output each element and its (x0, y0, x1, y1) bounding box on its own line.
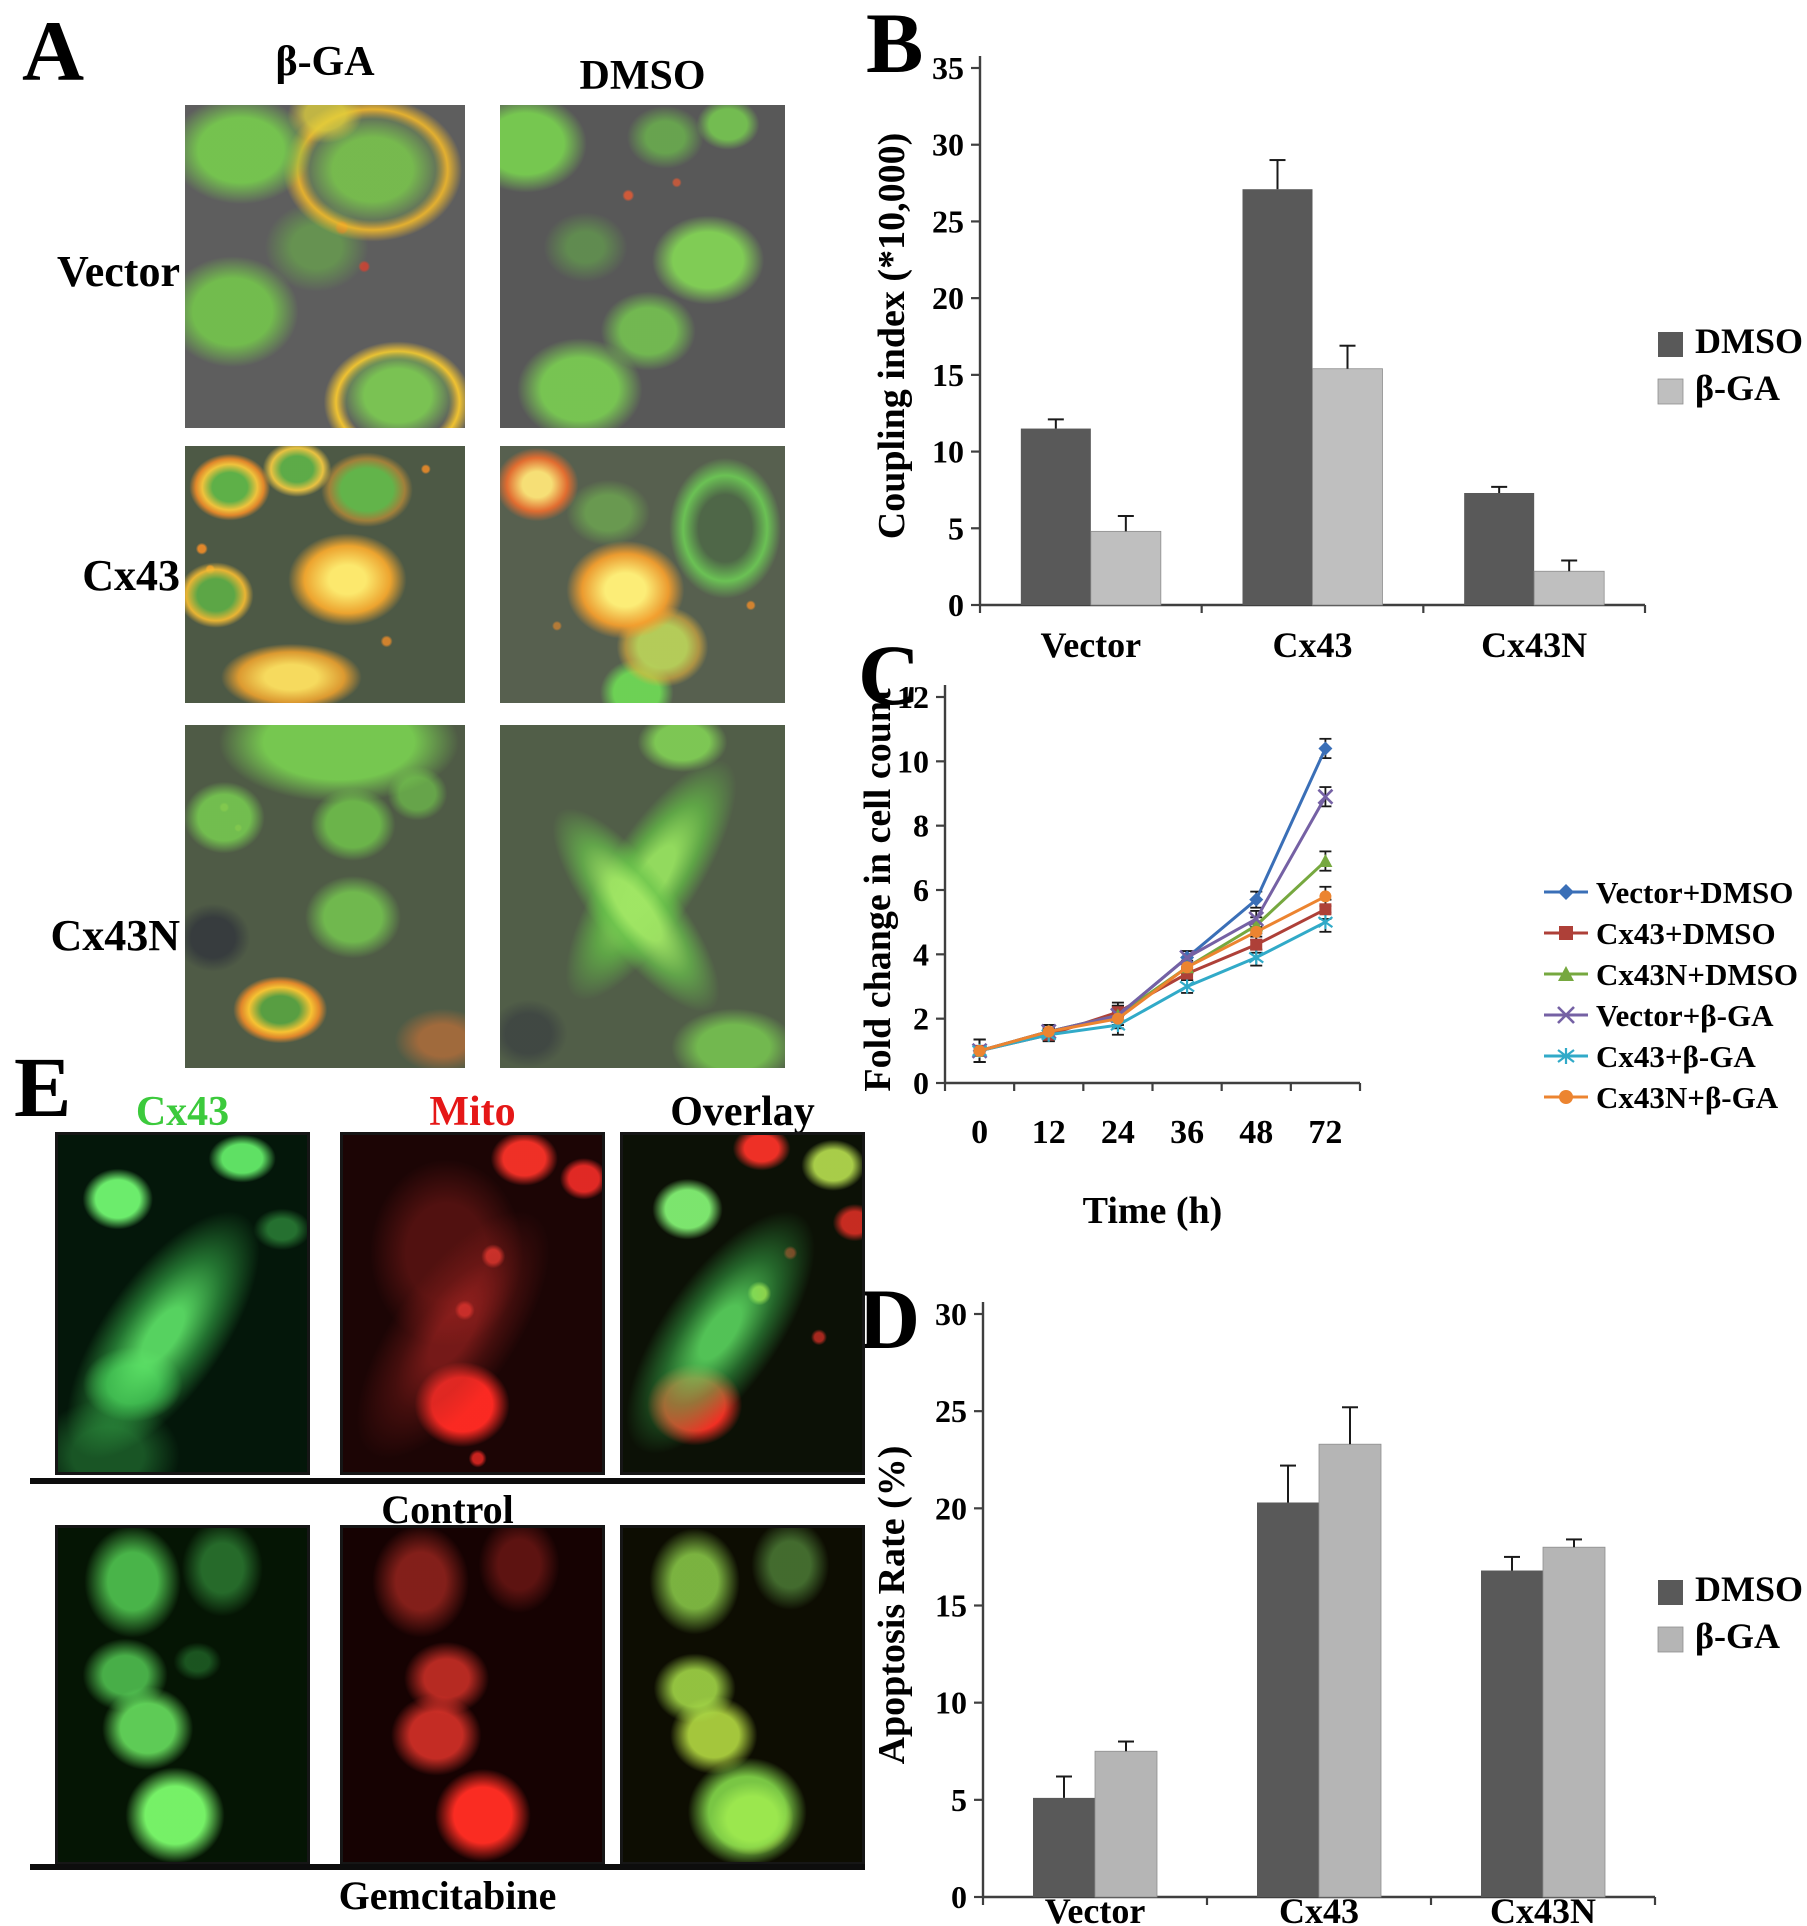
panel-a-col-header-dmso: DMSO (579, 53, 706, 99)
svg-text:Vector: Vector (1041, 625, 1142, 665)
svg-text:20: 20 (932, 280, 964, 316)
svg-text:DMSO: DMSO (1695, 321, 1803, 361)
panel-c-label: C (858, 627, 921, 723)
svg-text:6: 6 (913, 872, 929, 908)
svg-text:0: 0 (913, 1065, 929, 1101)
svg-text:25: 25 (932, 203, 964, 239)
panel-a-row-label-cx43: Cx43 (82, 551, 180, 600)
svg-text:10: 10 (935, 1685, 967, 1721)
apoptosis-rate-bar-chart: 0 5 10 15 20 25 30 Vector Cx43 Cx43N Apoptosis Rat… (871, 1296, 1803, 1926)
svg-text:36: 36 (1170, 1114, 1204, 1151)
svg-text:24: 24 (1101, 1114, 1135, 1151)
micrograph-gemcitabine-overlay (620, 1525, 865, 1865)
svg-text:Cx43N+DMSO: Cx43N+DMSO (1596, 957, 1798, 992)
svg-text:Cx43+β-GA: Cx43+β-GA (1596, 1039, 1756, 1074)
cell-blob (623, 1182, 850, 1472)
svg-text:Cx43N: Cx43N (1481, 625, 1587, 665)
micrograph-gemcitabine-mito (340, 1525, 605, 1865)
svg-text:DMSO: DMSO (1695, 1569, 1803, 1609)
svg-text:Vector+β-GA: Vector+β-GA (1596, 998, 1774, 1033)
panel-e-label: E (14, 1039, 72, 1135)
micrograph-cx43n-bga (185, 725, 465, 1068)
svg-text:15: 15 (935, 1588, 967, 1624)
panel-e-col-header-cx43: Cx43 (135, 1089, 230, 1135)
svg-text:Coupling index (*10,000): Coupling index (*10,000) (871, 133, 913, 539)
svg-text:Cx43: Cx43 (1273, 625, 1353, 665)
svg-text:30: 30 (935, 1296, 967, 1332)
svg-text:β-GA: β-GA (1695, 1616, 1780, 1656)
panel-a-col-header-bga: β-GA (275, 39, 375, 85)
coupling-index-bar-chart: 0 5 10 15 20 25 30 35 Vector Cx43 Cx43N Coupling in… (871, 50, 1803, 665)
svg-text:12: 12 (897, 679, 929, 715)
micrograph-control-cx43 (55, 1132, 310, 1475)
panel-a-label: A (22, 3, 85, 99)
gemcitabine-caption: Gemcitabine (338, 1873, 557, 1918)
gemcitabine-divider-line (30, 1864, 865, 1870)
svg-text:Cx43N+β-GA: Cx43N+β-GA (1596, 1080, 1779, 1115)
panel-e-col-header-mito: Mito (429, 1089, 516, 1135)
micrograph-control-overlay (620, 1132, 865, 1475)
svg-text:0: 0 (971, 1114, 988, 1151)
svg-text:5: 5 (951, 1782, 967, 1818)
cell-blob (343, 1181, 586, 1472)
svg-text:10: 10 (932, 434, 964, 470)
svg-text:25: 25 (935, 1393, 967, 1429)
svg-text:2: 2 (913, 1001, 929, 1037)
micrograph-vector-dmso (500, 105, 785, 428)
control-caption: Control (381, 1487, 514, 1532)
svg-text:Fold change in cell count: Fold change in cell count (860, 688, 899, 1092)
panel-e-col-header-overlay: Overlay (670, 1089, 815, 1135)
svg-text:48: 48 (1239, 1114, 1273, 1151)
svg-text:0: 0 (951, 1879, 967, 1915)
cell-blob (58, 1181, 296, 1472)
svg-text:Cx43: Cx43 (1279, 1891, 1359, 1926)
micrograph-vector-bga (185, 105, 465, 428)
panel-a-row-label-cx43n: Cx43N (50, 911, 180, 960)
micrograph-cx43-dmso (500, 446, 785, 703)
svg-text:Vector: Vector (1045, 1891, 1146, 1926)
svg-text:35: 35 (932, 50, 964, 86)
svg-text:30: 30 (932, 127, 964, 163)
svg-text:8: 8 (913, 808, 929, 844)
micrograph-cx43n-dmso (500, 725, 785, 1068)
svg-text:Apoptosis Rate (%): Apoptosis Rate (%) (871, 1446, 913, 1765)
svg-text:15: 15 (932, 357, 964, 393)
svg-text:20: 20 (935, 1490, 967, 1526)
panel-a-row-label-vector: Vector (57, 247, 180, 296)
svg-text:0: 0 (948, 587, 964, 623)
micrograph-control-mito (340, 1132, 605, 1475)
svg-text:4: 4 (913, 936, 929, 972)
micrograph-gemcitabine-cx43 (55, 1525, 310, 1865)
svg-text:10: 10 (897, 743, 929, 779)
svg-text:Cx43N: Cx43N (1490, 1891, 1596, 1926)
control-divider-line (30, 1478, 865, 1484)
svg-text:5: 5 (948, 510, 964, 546)
svg-text:12: 12 (1032, 1114, 1066, 1151)
svg-text:Cx43+DMSO: Cx43+DMSO (1596, 916, 1776, 951)
svg-text:β-GA: β-GA (1695, 368, 1780, 408)
svg-text:72: 72 (1308, 1114, 1342, 1151)
panel-d-label: D (858, 1271, 921, 1367)
panel-b-label: B (866, 0, 924, 91)
svg-text:Time (h): Time (h) (1083, 1190, 1223, 1232)
micrograph-cx43-bga (185, 446, 465, 703)
svg-text:Vector+DMSO: Vector+DMSO (1596, 875, 1793, 910)
